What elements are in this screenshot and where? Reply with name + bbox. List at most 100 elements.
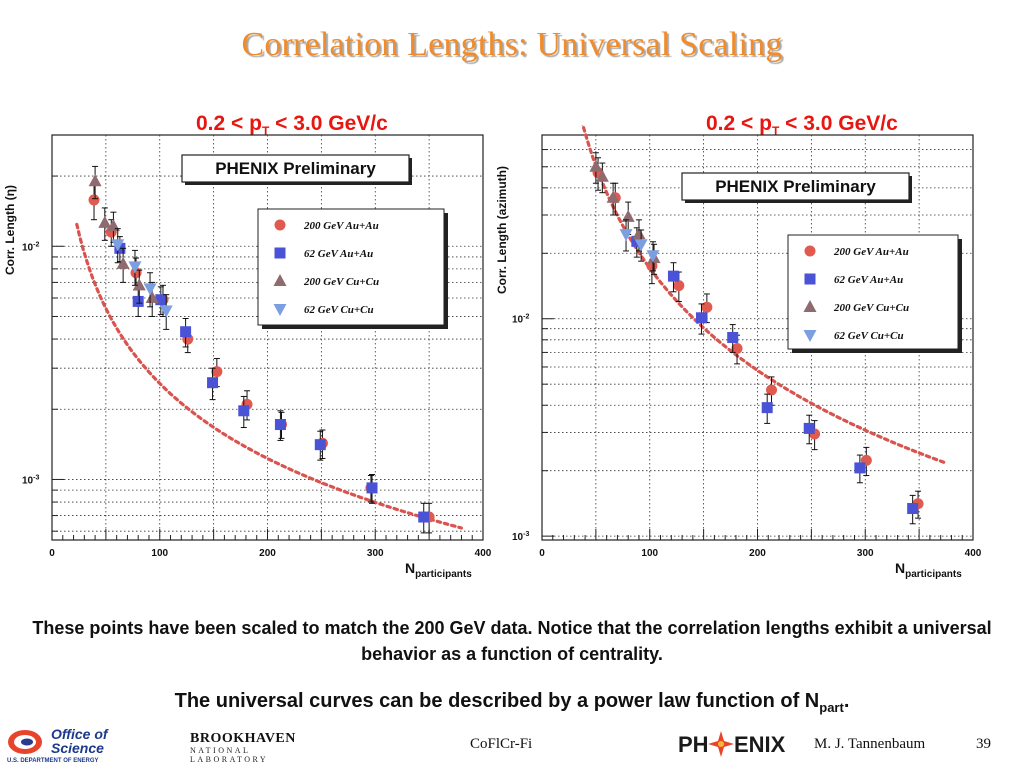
bnl-name: BROOKHAVEN — [190, 731, 296, 746]
doe-swirl-icon: Office of Science U.S. DEPARTMENT OF ENE… — [7, 726, 109, 764]
data-point — [667, 270, 679, 282]
doe-line-1: Office of — [51, 726, 109, 742]
data-point — [145, 290, 159, 303]
data-point — [143, 283, 157, 296]
y-tick-base: 10 — [512, 532, 524, 543]
data-point — [761, 402, 773, 414]
pt-label-sub: T — [771, 124, 780, 139]
slide-title: Correlation Lengths: Universal Scaling — [241, 26, 783, 63]
legend-marker — [803, 300, 817, 312]
data-point — [159, 305, 173, 318]
x-axis-title: Nparticipants — [405, 560, 472, 580]
data-point — [132, 278, 146, 291]
data-point — [238, 405, 250, 417]
caption-power-law: The universal curves can be described by… — [0, 690, 1024, 715]
data-point — [88, 174, 102, 187]
data-point — [314, 439, 326, 451]
pt-label-post: < 3.0 GeV/c — [269, 112, 388, 135]
data-point — [701, 301, 713, 313]
data-point — [646, 250, 660, 263]
y-tick-label: 10-2 — [512, 314, 529, 326]
footer-conference: CoFlCr-Fi — [470, 736, 533, 752]
chart-right-azimuth: 0 100 200 300 40010-310-2NparticipantsCorr. … — [495, 125, 982, 580]
x-axis-title-base: N — [405, 560, 415, 576]
data-point — [180, 326, 192, 338]
data-point — [116, 256, 130, 269]
data-point — [606, 190, 620, 203]
y-tick-exponent: -3 — [33, 474, 39, 481]
x-tick-label: 400 — [475, 548, 492, 559]
pt-label-pre: 0.2 < p — [196, 112, 262, 135]
x-axis-title: Nparticipants — [895, 560, 962, 580]
data-point — [128, 261, 142, 274]
legend-marker — [804, 273, 816, 285]
data-point — [634, 239, 648, 252]
x-tick-label: 300 — [367, 548, 384, 559]
y-tick-base: 10 — [22, 475, 34, 486]
data-point — [106, 219, 120, 232]
x-tick-label: 200 — [259, 548, 276, 559]
series-200-gev-cu-cu — [589, 152, 661, 275]
legend-marker — [274, 247, 286, 259]
x-tick-label: 400 — [965, 548, 982, 559]
data-point — [695, 312, 707, 324]
doe-line-2: Science — [51, 740, 104, 756]
legend-entry-label: 200 GeV Cu+Cu — [303, 276, 379, 288]
legend-marker — [273, 274, 287, 286]
x-tick-label: 200 — [749, 548, 766, 559]
data-point — [854, 462, 866, 474]
caption-scaling-note: These points have been scaled to match t… — [32, 618, 992, 664]
chart-left-eta: 0 100 200 300 40010-310-2NparticipantsCorr. … — [3, 134, 492, 580]
legend-entry-label: 62 GeV Cu+Cu — [834, 330, 904, 342]
data-point — [646, 260, 658, 272]
y-tick-exponent: -2 — [33, 241, 39, 248]
legend: 200 GeV Au+Au 62 GeV Au+Au 200 GeV Cu+Cu 62… — [257, 208, 448, 329]
series-62-gev-au-au — [631, 227, 919, 525]
series-200-gev-cu-cu — [88, 165, 159, 317]
legend-box — [257, 208, 445, 326]
pt-label-post: < 3.0 GeV/c — [779, 112, 898, 135]
data-point — [673, 280, 685, 292]
data-point — [621, 209, 635, 222]
caption-power-law-post: . — [843, 690, 850, 712]
y-tick-exponent: -2 — [523, 314, 529, 321]
data-point — [111, 239, 125, 252]
data-point — [366, 482, 378, 494]
fit-curve-power-law — [581, 125, 947, 465]
annotation-box — [681, 172, 910, 201]
data-point — [595, 169, 609, 182]
data-point — [727, 331, 739, 343]
series-62-gev-cu-cu — [111, 228, 173, 330]
phenix-star-icon — [708, 731, 734, 757]
y-tick-label: 10-3 — [22, 474, 39, 486]
y-tick-exponent: -3 — [523, 531, 529, 538]
pt-label-sub: T — [261, 124, 270, 139]
x-tick-label: 100 — [641, 548, 658, 559]
data-point — [211, 366, 223, 378]
data-point — [907, 503, 919, 515]
doe-line-3: U.S. DEPARTMENT OF ENERGY — [7, 758, 99, 764]
y-tick-base: 10 — [512, 315, 524, 326]
annotation-phenix-preliminary: PHENIX Preliminary — [715, 177, 876, 196]
y-tick-base: 10 — [22, 242, 34, 253]
y-tick-label: 10-3 — [512, 531, 529, 543]
page-number: 39 — [976, 736, 991, 752]
data-point — [418, 511, 430, 523]
y-axis-title: Corr. Length (azimuth) — [495, 166, 509, 294]
legend-marker — [273, 304, 287, 316]
pt-range-label-right: 0.2 < pT < 3.0 GeV/c — [706, 112, 898, 138]
data-point — [803, 422, 815, 434]
phenix-post: ENIX — [734, 732, 786, 757]
data-point — [88, 194, 100, 206]
caption-power-law-sub: part — [819, 700, 844, 715]
pt-range-label-left: 0.2 < pT < 3.0 GeV/c — [196, 112, 388, 138]
annotation-phenix-preliminary: PHENIX Preliminary — [215, 159, 376, 178]
x-axis-title-base: N — [895, 560, 905, 576]
data-point — [207, 377, 219, 389]
y-tick-label: 10-2 — [22, 241, 39, 253]
data-point — [619, 229, 633, 242]
annotation-box — [181, 154, 410, 183]
legend-marker — [804, 245, 816, 257]
x-axis-title-sub: participants — [415, 569, 472, 580]
caption-power-law-pre: The universal curves can be described by… — [174, 690, 820, 712]
